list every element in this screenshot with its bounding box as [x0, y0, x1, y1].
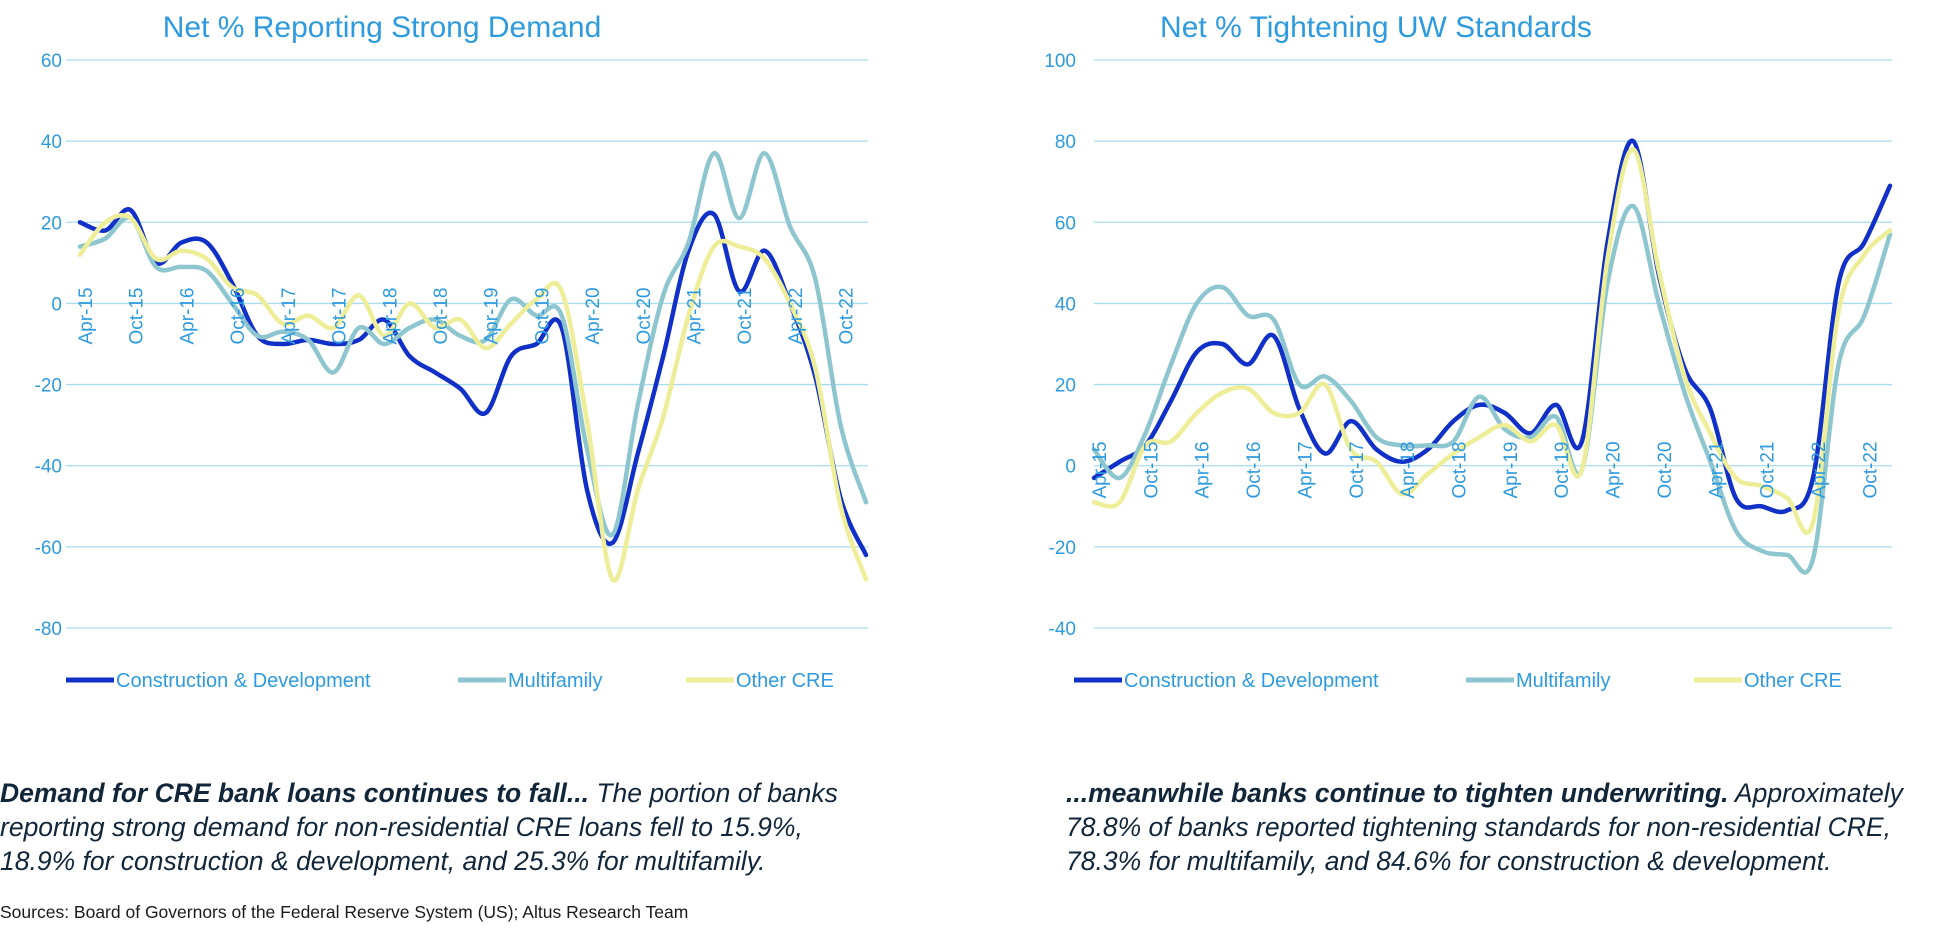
- x-tick-label: Oct-15: [127, 287, 148, 344]
- series-line-other: [77, 212, 869, 583]
- series-line-multifamily: [1091, 203, 1893, 575]
- x-tick-label: Oct-19: [532, 287, 553, 344]
- y-tick-label: 0: [1065, 457, 1076, 478]
- x-tick-label: Apr-22: [1809, 441, 1830, 498]
- x-tick-label: Oct-22: [837, 287, 858, 344]
- caption-body: The portion of banks reporting strong de…: [0, 778, 838, 876]
- caption-headline: Demand for CRE bank loans continues to f…: [0, 778, 589, 808]
- uw-standards-caption: ...meanwhile banks continue to tighten u…: [1066, 776, 1946, 878]
- x-tick-label: Oct-18: [431, 287, 452, 344]
- x-tick-label: Apr-17: [279, 287, 300, 344]
- legend-label: Other CRE: [1744, 670, 1842, 692]
- x-tick-label: Apr-16: [1193, 441, 1214, 498]
- demand-chart: Net % Reporting Strong Demand 60 40 20 0 -20…: [35, 11, 869, 692]
- y-tick-label: 60: [41, 51, 62, 72]
- x-tick-label: Apr-19: [482, 287, 503, 344]
- legend-label: Multifamily: [508, 670, 602, 692]
- series-line-other: [1091, 147, 1893, 535]
- x-tick-label: Apr-20: [583, 287, 604, 344]
- x-tick-label: Apr-15: [76, 287, 97, 344]
- x-tick-label: Apr-18: [380, 287, 401, 344]
- x-tick-label: Oct-16: [1244, 441, 1265, 498]
- x-tick-label: Oct-22: [1860, 441, 1881, 498]
- caption-body: Approximately 78.8% of banks reported ti…: [1066, 778, 1903, 876]
- x-tick-label: Apr-16: [177, 287, 198, 344]
- x-tick-label: Apr-22: [786, 287, 807, 344]
- y-tick-label: -40: [35, 457, 62, 478]
- x-tick-label: Oct-17: [330, 287, 351, 344]
- y-tick-label: -20: [1049, 538, 1076, 559]
- y-tick-label: -20: [35, 376, 62, 397]
- x-tick-label: Apr-20: [1604, 441, 1625, 498]
- x-tick-label: Apr-19: [1501, 441, 1522, 498]
- y-tick-label: 20: [41, 213, 62, 234]
- y-tick-label: -60: [35, 538, 62, 559]
- x-tick-label: Oct-21: [735, 287, 756, 344]
- uw-standards-chart: Net % Tightening UW Standards 100 80 60 40 2…: [1044, 11, 1893, 692]
- y-tick-label: 0: [51, 294, 62, 315]
- y-tick-label: -80: [35, 619, 62, 640]
- series-line-multifamily: [77, 151, 869, 538]
- x-tick-label: Apr-18: [1398, 441, 1419, 498]
- x-tick-label: Oct-20: [1655, 441, 1676, 498]
- x-tick-label: Oct-17: [1347, 441, 1368, 498]
- legend-label: Construction & Development: [116, 670, 371, 692]
- x-tick-label: Apr-21: [685, 287, 706, 344]
- x-tick-label: Oct-21: [1758, 441, 1779, 498]
- x-tick-label: Oct-15: [1141, 441, 1162, 498]
- x-tick-label: Apr-17: [1295, 441, 1316, 498]
- x-tick-label: Apr-15: [1090, 441, 1111, 498]
- y-tick-label: 80: [1055, 132, 1076, 153]
- x-tick-label: Oct-16: [228, 287, 249, 344]
- chart-title: Net % Reporting Strong Demand: [163, 11, 602, 44]
- x-tick-label: Oct-19: [1552, 441, 1573, 498]
- chart-title: Net % Tightening UW Standards: [1160, 11, 1592, 44]
- legend-label: Construction & Development: [1124, 670, 1379, 692]
- legend-label: Multifamily: [1516, 670, 1610, 692]
- y-tick-label: 40: [1055, 294, 1076, 315]
- x-tick-label: Oct-18: [1449, 441, 1470, 498]
- y-tick-label: 100: [1044, 51, 1076, 72]
- y-tick-label: -40: [1049, 619, 1076, 640]
- y-tick-label: 40: [41, 132, 62, 153]
- y-tick-label: 20: [1055, 376, 1076, 397]
- series-line-construction: [1091, 138, 1893, 515]
- sources-note: Sources: Board of Governors of the Feder…: [0, 902, 689, 922]
- y-tick-label: 60: [1055, 213, 1076, 234]
- series-line-construction: [77, 207, 869, 558]
- demand-caption: Demand for CRE bank loans continues to f…: [0, 776, 880, 878]
- x-tick-label: Oct-20: [634, 287, 655, 344]
- caption-headline: ...meanwhile banks continue to tighten u…: [1066, 778, 1729, 808]
- x-tick-label: Apr-21: [1706, 441, 1727, 498]
- legend-label: Other CRE: [736, 670, 834, 692]
